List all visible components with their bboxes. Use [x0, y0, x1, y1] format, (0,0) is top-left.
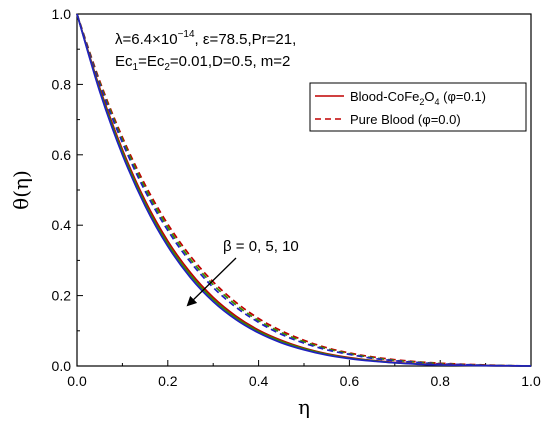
y-tick-label: 1.0 [52, 6, 72, 22]
y-tick-label: 0.2 [52, 288, 72, 304]
series-line-beta-10-nanofluid [76, 13, 532, 367]
x-tick-label: 0.6 [340, 373, 360, 389]
x-tick-label: 0.0 [67, 373, 87, 389]
curves-group [76, 13, 532, 367]
series-line-beta-10-pure-blood [76, 13, 532, 367]
legend-label-nanofluid: Blood-CoFe2O4 (φ=0.1) [350, 89, 486, 107]
legend-label-pure-blood: Pure Blood (φ=0.0) [350, 112, 461, 127]
legend: Blood-CoFe2O4 (φ=0.1) Pure Blood (φ=0.0) [309, 82, 527, 132]
param-lambda: λ=6.4×10 [115, 31, 178, 48]
x-tick-label: 0.8 [430, 373, 450, 389]
y-tick-label: 0.0 [52, 358, 72, 374]
x-tick-label: 0.2 [158, 373, 178, 389]
param-lambda-exponent: −14 [178, 29, 195, 40]
x-axis-title: η [298, 395, 310, 419]
beta-arrow [186, 257, 237, 307]
parameters-line-1: λ=6.4×10−14, ε=78.5,Pr=21, [115, 29, 296, 48]
param-ec2: =Ec [138, 53, 165, 70]
param-ec2-sub: 2 [164, 62, 170, 73]
axis-ticks: 0.0 0.2 0.4 0.6 0.8 1.0 0.0 0.2 0.4 0.6 0.8 1.0 [52, 6, 541, 389]
beta-annotation: β = 0, 5, 10 [223, 238, 299, 255]
legend-box [309, 82, 527, 132]
y-tick-label: 0.6 [52, 147, 72, 163]
series-line-beta-5-pure-blood [76, 13, 532, 367]
param-ec1: Ec [115, 53, 133, 70]
y-axis-title: θ(η) [9, 170, 33, 210]
parameters-line-2: Ec1=Ec2=0.01,D=0.5, m=2 [115, 53, 290, 73]
param-ec1-sub: 1 [133, 62, 139, 73]
series-line-beta-0-pure-blood [76, 13, 532, 367]
y-tick-label: 0.4 [52, 217, 72, 233]
param-ec-rest: =0.01,D=0.5, m=2 [170, 53, 291, 70]
x-tick-label: 0.4 [249, 373, 269, 389]
y-tick-label: 0.8 [52, 76, 72, 92]
x-tick-label: 1.0 [521, 373, 541, 389]
param-rest: , ε=78.5,Pr=21, [195, 31, 297, 48]
